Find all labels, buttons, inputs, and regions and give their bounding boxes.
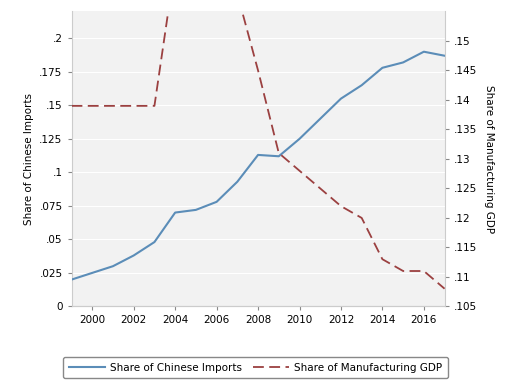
Share of Chinese Imports — [442, 53, 448, 58]
Share of Chinese Imports — [296, 136, 303, 141]
Share of Chinese Imports — [379, 65, 385, 70]
Share of Chinese Imports — [110, 264, 116, 268]
Line: Share of Chinese Imports: Share of Chinese Imports — [72, 52, 445, 280]
Share of Manufacturing GDP — [68, 103, 75, 108]
Line: Share of Manufacturing GDP: Share of Manufacturing GDP — [72, 0, 445, 289]
Share of Manufacturing GDP — [400, 269, 406, 273]
Share of Chinese Imports — [276, 154, 282, 159]
Share of Chinese Imports — [338, 96, 344, 101]
Y-axis label: Share of Manufacturing GDP: Share of Manufacturing GDP — [483, 85, 494, 233]
Legend: Share of Chinese Imports, Share of Manufacturing GDP: Share of Chinese Imports, Share of Manuf… — [63, 357, 448, 378]
Share of Chinese Imports — [400, 60, 406, 65]
Share of Manufacturing GDP — [110, 103, 116, 108]
Share of Manufacturing GDP — [276, 151, 282, 155]
Share of Chinese Imports — [421, 49, 427, 54]
Share of Chinese Imports — [359, 83, 365, 87]
Share of Chinese Imports — [214, 200, 220, 204]
Share of Manufacturing GDP — [131, 103, 137, 108]
Share of Chinese Imports — [172, 210, 178, 215]
Share of Chinese Imports — [131, 253, 137, 258]
Share of Chinese Imports — [193, 208, 199, 212]
Share of Manufacturing GDP — [442, 286, 448, 291]
Share of Chinese Imports — [317, 116, 323, 121]
Share of Chinese Imports — [89, 270, 96, 275]
Share of Manufacturing GDP — [338, 204, 344, 208]
Share of Manufacturing GDP — [359, 216, 365, 220]
Share of Manufacturing GDP — [421, 269, 427, 273]
Share of Manufacturing GDP — [379, 257, 385, 262]
Share of Chinese Imports — [151, 240, 157, 244]
Share of Manufacturing GDP — [255, 68, 261, 73]
Share of Chinese Imports — [234, 179, 240, 184]
Share of Chinese Imports — [255, 152, 261, 157]
Share of Manufacturing GDP — [89, 103, 96, 108]
Share of Manufacturing GDP — [151, 103, 157, 108]
Share of Chinese Imports — [68, 277, 75, 282]
Share of Manufacturing GDP — [296, 169, 303, 173]
Share of Manufacturing GDP — [317, 186, 323, 191]
Y-axis label: Share of Chinese Imports: Share of Chinese Imports — [24, 93, 34, 225]
